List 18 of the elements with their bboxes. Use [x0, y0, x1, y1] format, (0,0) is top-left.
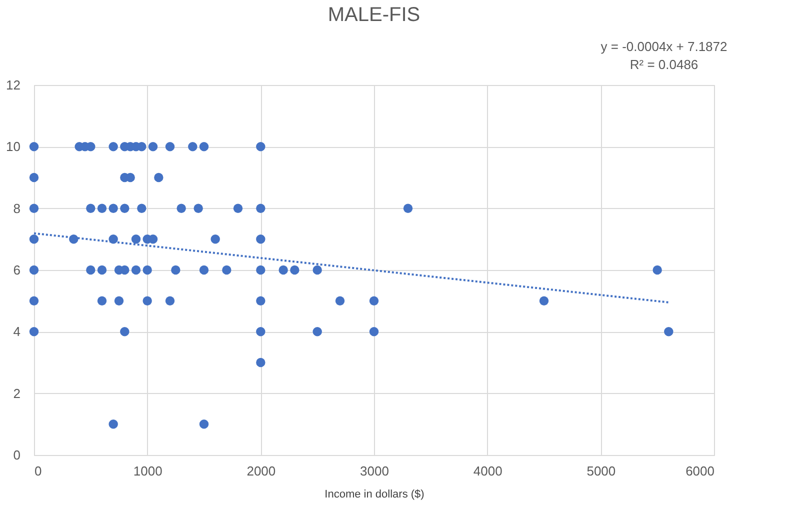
x-tick-label: 6000	[686, 464, 714, 478]
chart-title: MALE-FIS	[328, 4, 420, 26]
text: y = -0.0004x + 7.1872	[600, 39, 728, 54]
y-tick-label: 6	[13, 262, 20, 278]
x-tick-label: 5000	[586, 464, 616, 478]
x-tick-label: 2000	[246, 464, 276, 478]
x-tick-label: 1000	[133, 464, 162, 478]
x-tick-label: 3000	[360, 464, 389, 478]
y-tick-label: 10	[6, 139, 20, 154]
x-axis-title: Income in dollars ($)	[324, 488, 424, 500]
text: R² = 0.0486	[630, 57, 698, 72]
y-tick-label: 2	[13, 386, 20, 401]
x-tick-label: 4000	[473, 464, 502, 478]
x-tick-label: 0	[34, 464, 42, 478]
y-tick-label: 8	[13, 200, 20, 216]
y-tick-label: 0	[13, 448, 20, 462]
y-tick-label: 4	[13, 324, 20, 340]
y-tick-label: 12	[6, 78, 20, 92]
